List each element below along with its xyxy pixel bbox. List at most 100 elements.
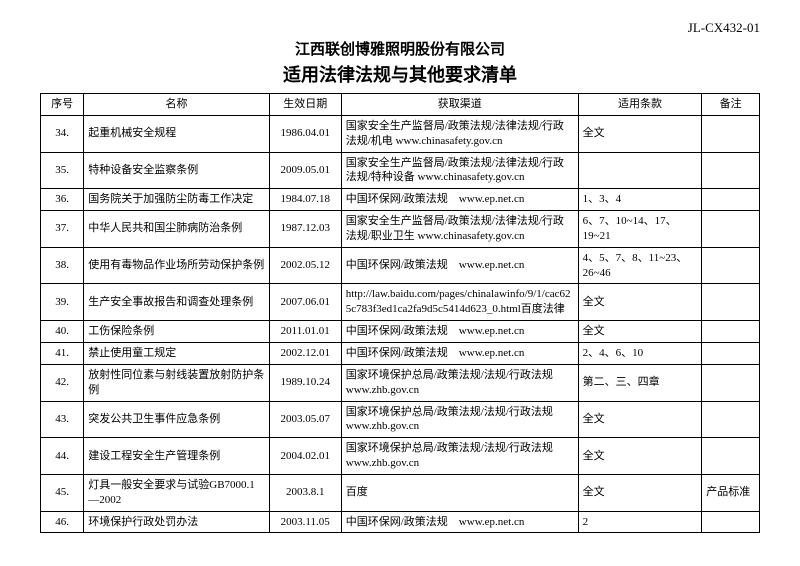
cell-date: 2004.02.01: [269, 438, 341, 475]
cell-date: 1984.07.18: [269, 189, 341, 211]
cell-source: 国家安全生产监督局/政策法规/法律法规/行政法规/职业卫生 www.chinas…: [341, 211, 578, 248]
table-body: 34.起重机械安全规程1986.04.01国家安全生产监督局/政策法规/法律法规…: [41, 115, 760, 533]
cell-clause: 2、4、6、10: [578, 342, 702, 364]
cell-idx: 46.: [41, 511, 84, 533]
cell-name: 环境保护行政处罚办法: [84, 511, 269, 533]
cell-source: 中国环保网/政策法规 www.ep.net.cn: [341, 321, 578, 343]
cell-name: 特种设备安全监察条例: [84, 152, 269, 189]
regulations-table: 序号 名称 生效日期 获取渠道 适用条款 备注 34.起重机械安全规程1986.…: [40, 93, 760, 533]
cell-note: [702, 189, 760, 211]
cell-name: 禁止使用童工规定: [84, 342, 269, 364]
cell-idx: 45.: [41, 474, 84, 511]
cell-source: 国家环境保护总局/政策法规/法规/行政法规 www.zhb.gov.cn: [341, 401, 578, 438]
cell-idx: 40.: [41, 321, 84, 343]
table-row: 38.使用有毒物品作业场所劳动保护条例2002.05.12中国环保网/政策法规 …: [41, 247, 760, 284]
cell-name: 中华人民共和国尘肺病防治条例: [84, 211, 269, 248]
table-row: 41.禁止使用童工规定2002.12.01中国环保网/政策法规 www.ep.n…: [41, 342, 760, 364]
cell-date: 2002.05.12: [269, 247, 341, 284]
cell-clause: 1、3、4: [578, 189, 702, 211]
cell-date: 2003.8.1: [269, 474, 341, 511]
table-row: 37.中华人民共和国尘肺病防治条例1987.12.03国家安全生产监督局/政策法…: [41, 211, 760, 248]
table-row: 46.环境保护行政处罚办法2003.11.05中国环保网/政策法规 www.ep…: [41, 511, 760, 533]
cell-note: [702, 342, 760, 364]
cell-idx: 36.: [41, 189, 84, 211]
cell-note: [702, 247, 760, 284]
cell-clause: 全文: [578, 438, 702, 475]
cell-date: 2003.11.05: [269, 511, 341, 533]
cell-idx: 43.: [41, 401, 84, 438]
cell-date: 2002.12.01: [269, 342, 341, 364]
cell-name: 突发公共卫生事件应急条例: [84, 401, 269, 438]
cell-note: [702, 364, 760, 401]
cell-clause: 4、5、7、8、11~23、26~46: [578, 247, 702, 284]
cell-clause: 全文: [578, 284, 702, 321]
cell-source: 国家安全生产监督局/政策法规/法律法规/行政法规/特种设备 www.chinas…: [341, 152, 578, 189]
cell-clause: [578, 152, 702, 189]
cell-idx: 34.: [41, 115, 84, 152]
cell-idx: 42.: [41, 364, 84, 401]
cell-idx: 38.: [41, 247, 84, 284]
col-date: 生效日期: [269, 94, 341, 116]
table-header-row: 序号 名称 生效日期 获取渠道 适用条款 备注: [41, 94, 760, 116]
col-idx: 序号: [41, 94, 84, 116]
cell-name: 生产安全事故报告和调查处理条例: [84, 284, 269, 321]
cell-name: 放射性同位素与射线装置放射防护条例: [84, 364, 269, 401]
cell-date: 2009.05.01: [269, 152, 341, 189]
table-row: 35.特种设备安全监察条例2009.05.01国家安全生产监督局/政策法规/法律…: [41, 152, 760, 189]
cell-note: [702, 211, 760, 248]
cell-name: 国务院关于加强防尘防毒工作决定: [84, 189, 269, 211]
cell-source: 国家安全生产监督局/政策法规/法律法规/行政法规/机电 www.chinasaf…: [341, 115, 578, 152]
cell-note: [702, 115, 760, 152]
cell-name: 使用有毒物品作业场所劳动保护条例: [84, 247, 269, 284]
document-code: JL-CX432-01: [40, 20, 760, 36]
document-title: 适用法律法规与其他要求清单: [40, 61, 760, 87]
cell-note: 产品标准: [702, 474, 760, 511]
company-name: 江西联创博雅照明股份有限公司: [40, 38, 760, 59]
cell-note: [702, 284, 760, 321]
cell-date: 2007.06.01: [269, 284, 341, 321]
cell-note: [702, 152, 760, 189]
cell-date: 1987.12.03: [269, 211, 341, 248]
cell-idx: 35.: [41, 152, 84, 189]
cell-source: http://law.baidu.com/pages/chinalawinfo/…: [341, 284, 578, 321]
cell-source: 百度: [341, 474, 578, 511]
table-row: 39.生产安全事故报告和调查处理条例2007.06.01http://law.b…: [41, 284, 760, 321]
cell-name: 工伤保险条例: [84, 321, 269, 343]
table-row: 40.工伤保险条例2011.01.01中国环保网/政策法规 www.ep.net…: [41, 321, 760, 343]
cell-name: 起重机械安全规程: [84, 115, 269, 152]
cell-date: 1989.10.24: [269, 364, 341, 401]
table-row: 36.国务院关于加强防尘防毒工作决定1984.07.18中国环保网/政策法规 w…: [41, 189, 760, 211]
table-row: 43.突发公共卫生事件应急条例2003.05.07国家环境保护总局/政策法规/法…: [41, 401, 760, 438]
cell-source: 中国环保网/政策法规 www.ep.net.cn: [341, 189, 578, 211]
col-source: 获取渠道: [341, 94, 578, 116]
cell-idx: 41.: [41, 342, 84, 364]
cell-clause: 全文: [578, 474, 702, 511]
cell-clause: 6、7、10~14、17、19~21: [578, 211, 702, 248]
cell-clause: 第二、三、四章: [578, 364, 702, 401]
cell-idx: 37.: [41, 211, 84, 248]
cell-name: 灯具一般安全要求与试验GB7000.1—2002: [84, 474, 269, 511]
table-row: 44.建设工程安全生产管理条例2004.02.01国家环境保护总局/政策法规/法…: [41, 438, 760, 475]
col-note: 备注: [702, 94, 760, 116]
cell-source: 中国环保网/政策法规 www.ep.net.cn: [341, 342, 578, 364]
cell-clause: 全文: [578, 321, 702, 343]
cell-note: [702, 511, 760, 533]
cell-source: 国家环境保护总局/政策法规/法规/行政法规 www.zhb.gov.cn: [341, 364, 578, 401]
cell-note: [702, 438, 760, 475]
cell-date: 2003.05.07: [269, 401, 341, 438]
cell-date: 1986.04.01: [269, 115, 341, 152]
col-name: 名称: [84, 94, 269, 116]
cell-date: 2011.01.01: [269, 321, 341, 343]
cell-source: 中国环保网/政策法规 www.ep.net.cn: [341, 511, 578, 533]
cell-source: 中国环保网/政策法规 www.ep.net.cn: [341, 247, 578, 284]
table-row: 34.起重机械安全规程1986.04.01国家安全生产监督局/政策法规/法律法规…: [41, 115, 760, 152]
cell-source: 国家环境保护总局/政策法规/法规/行政法规 www.zhb.gov.cn: [341, 438, 578, 475]
cell-note: [702, 321, 760, 343]
cell-note: [702, 401, 760, 438]
col-clause: 适用条款: [578, 94, 702, 116]
table-row: 45.灯具一般安全要求与试验GB7000.1—20022003.8.1百度全文产…: [41, 474, 760, 511]
cell-clause: 全文: [578, 115, 702, 152]
cell-clause: 全文: [578, 401, 702, 438]
cell-name: 建设工程安全生产管理条例: [84, 438, 269, 475]
cell-idx: 44.: [41, 438, 84, 475]
